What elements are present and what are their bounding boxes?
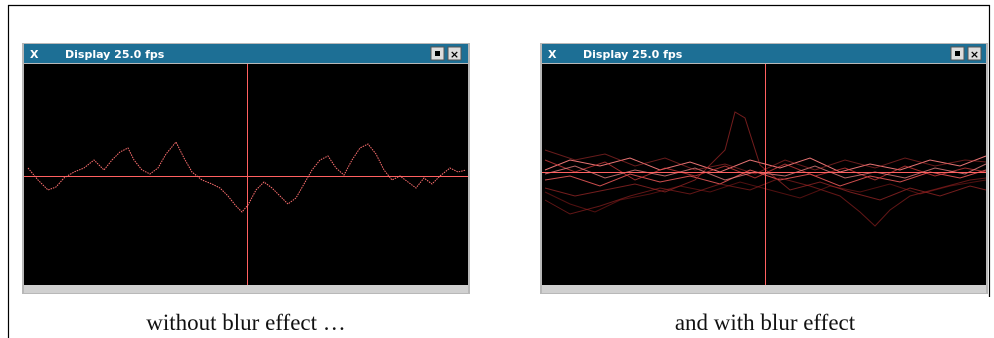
scrollbar <box>24 285 468 293</box>
scrollbar <box>542 285 986 293</box>
window-title: Display 25.0 fps <box>65 48 165 61</box>
window: X Display 25.0 fps × <box>22 43 470 294</box>
caption: and with blur effect <box>675 310 856 335</box>
x-icon: X <box>548 48 557 61</box>
caption: without blur effect … <box>146 310 346 335</box>
figure: X Display 25.0 fps × X Display 25.0 fps … <box>0 0 994 338</box>
window: X Display 25.0 fps × <box>540 43 988 294</box>
display-area <box>24 64 468 285</box>
close-icon: × <box>450 48 459 61</box>
window-title: Display 25.0 fps <box>583 48 683 61</box>
close-icon: × <box>970 48 979 61</box>
x-icon: X <box>30 48 39 61</box>
minimize-icon <box>435 51 440 56</box>
minimize-icon <box>955 51 960 56</box>
